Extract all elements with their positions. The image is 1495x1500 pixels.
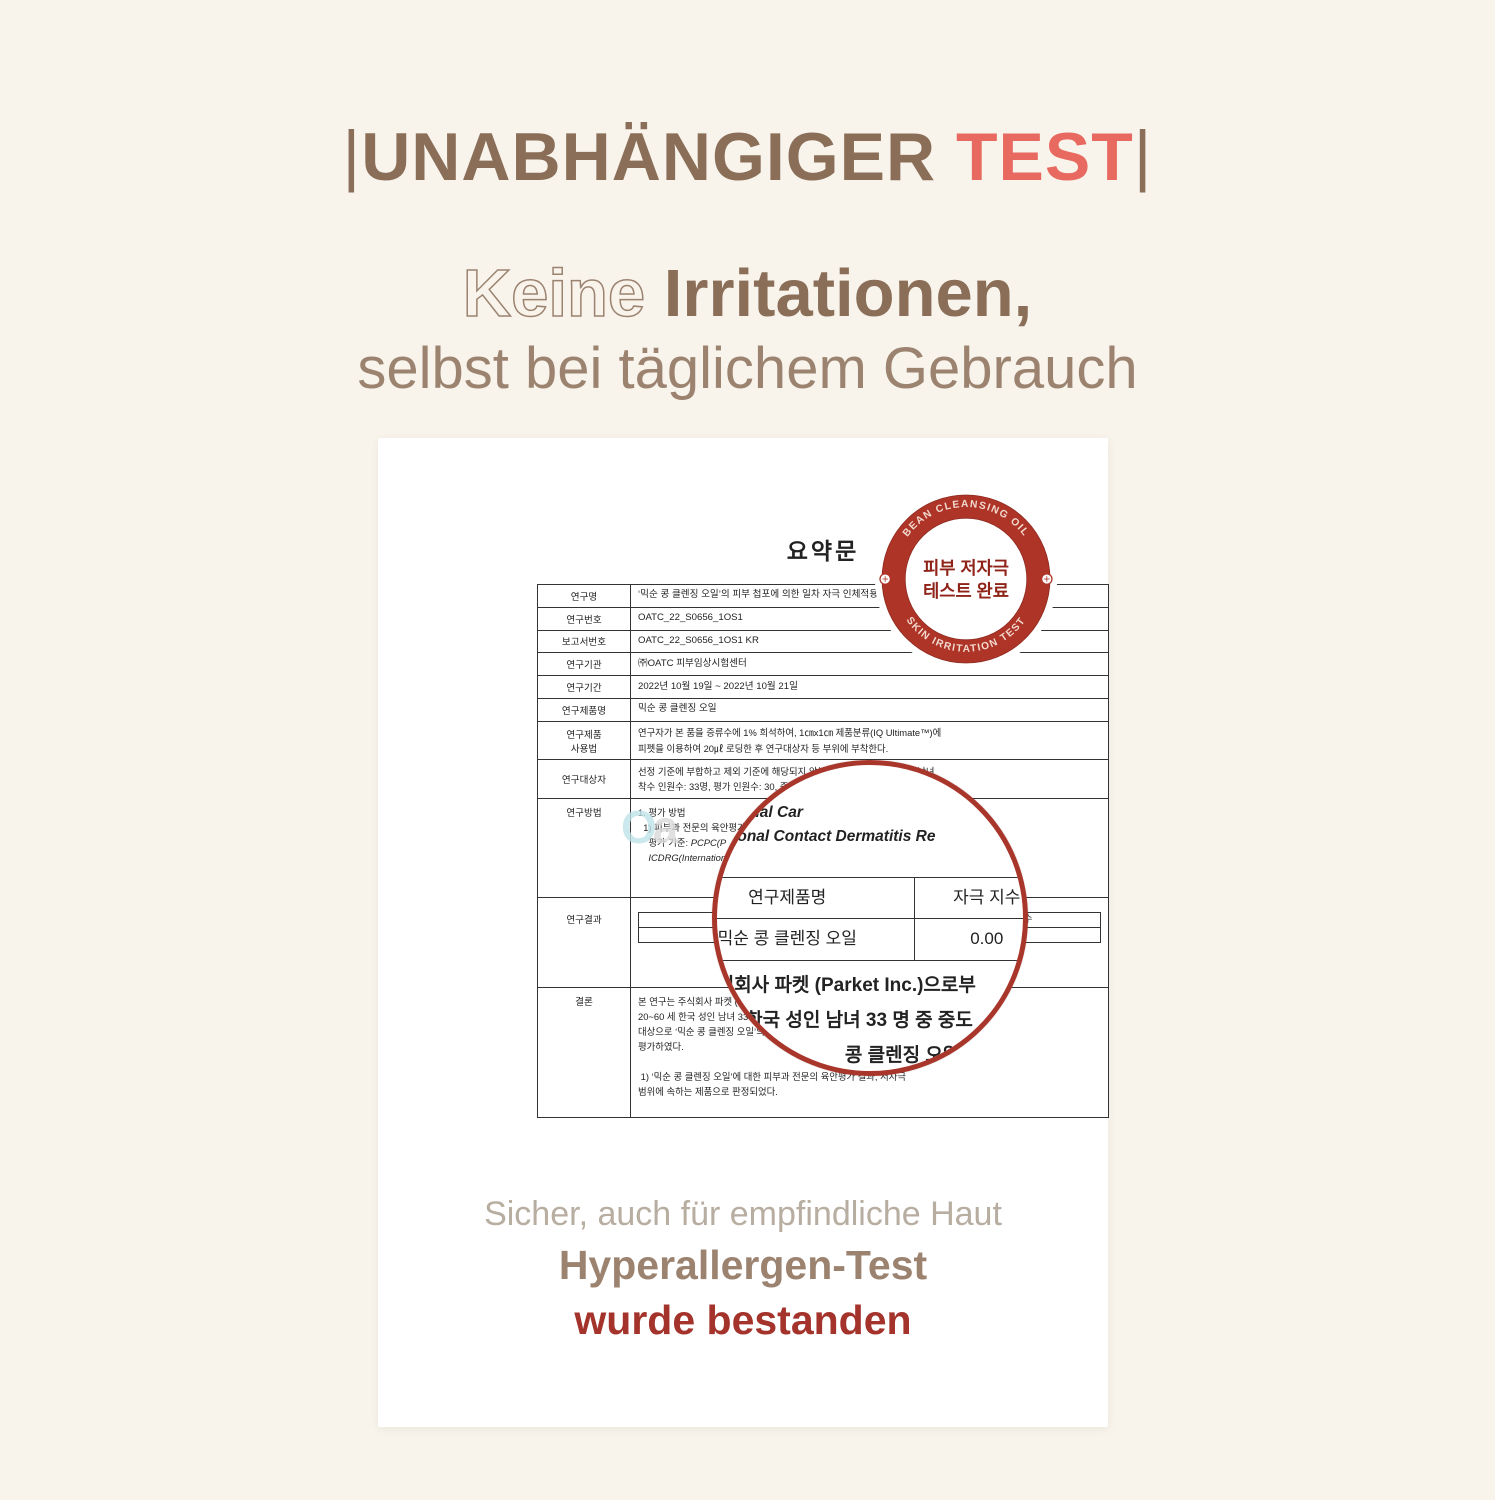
svg-text:테스트 완료: 테스트 완료	[923, 581, 1009, 601]
svg-text:피부 저자극: 피부 저자극	[923, 558, 1009, 578]
